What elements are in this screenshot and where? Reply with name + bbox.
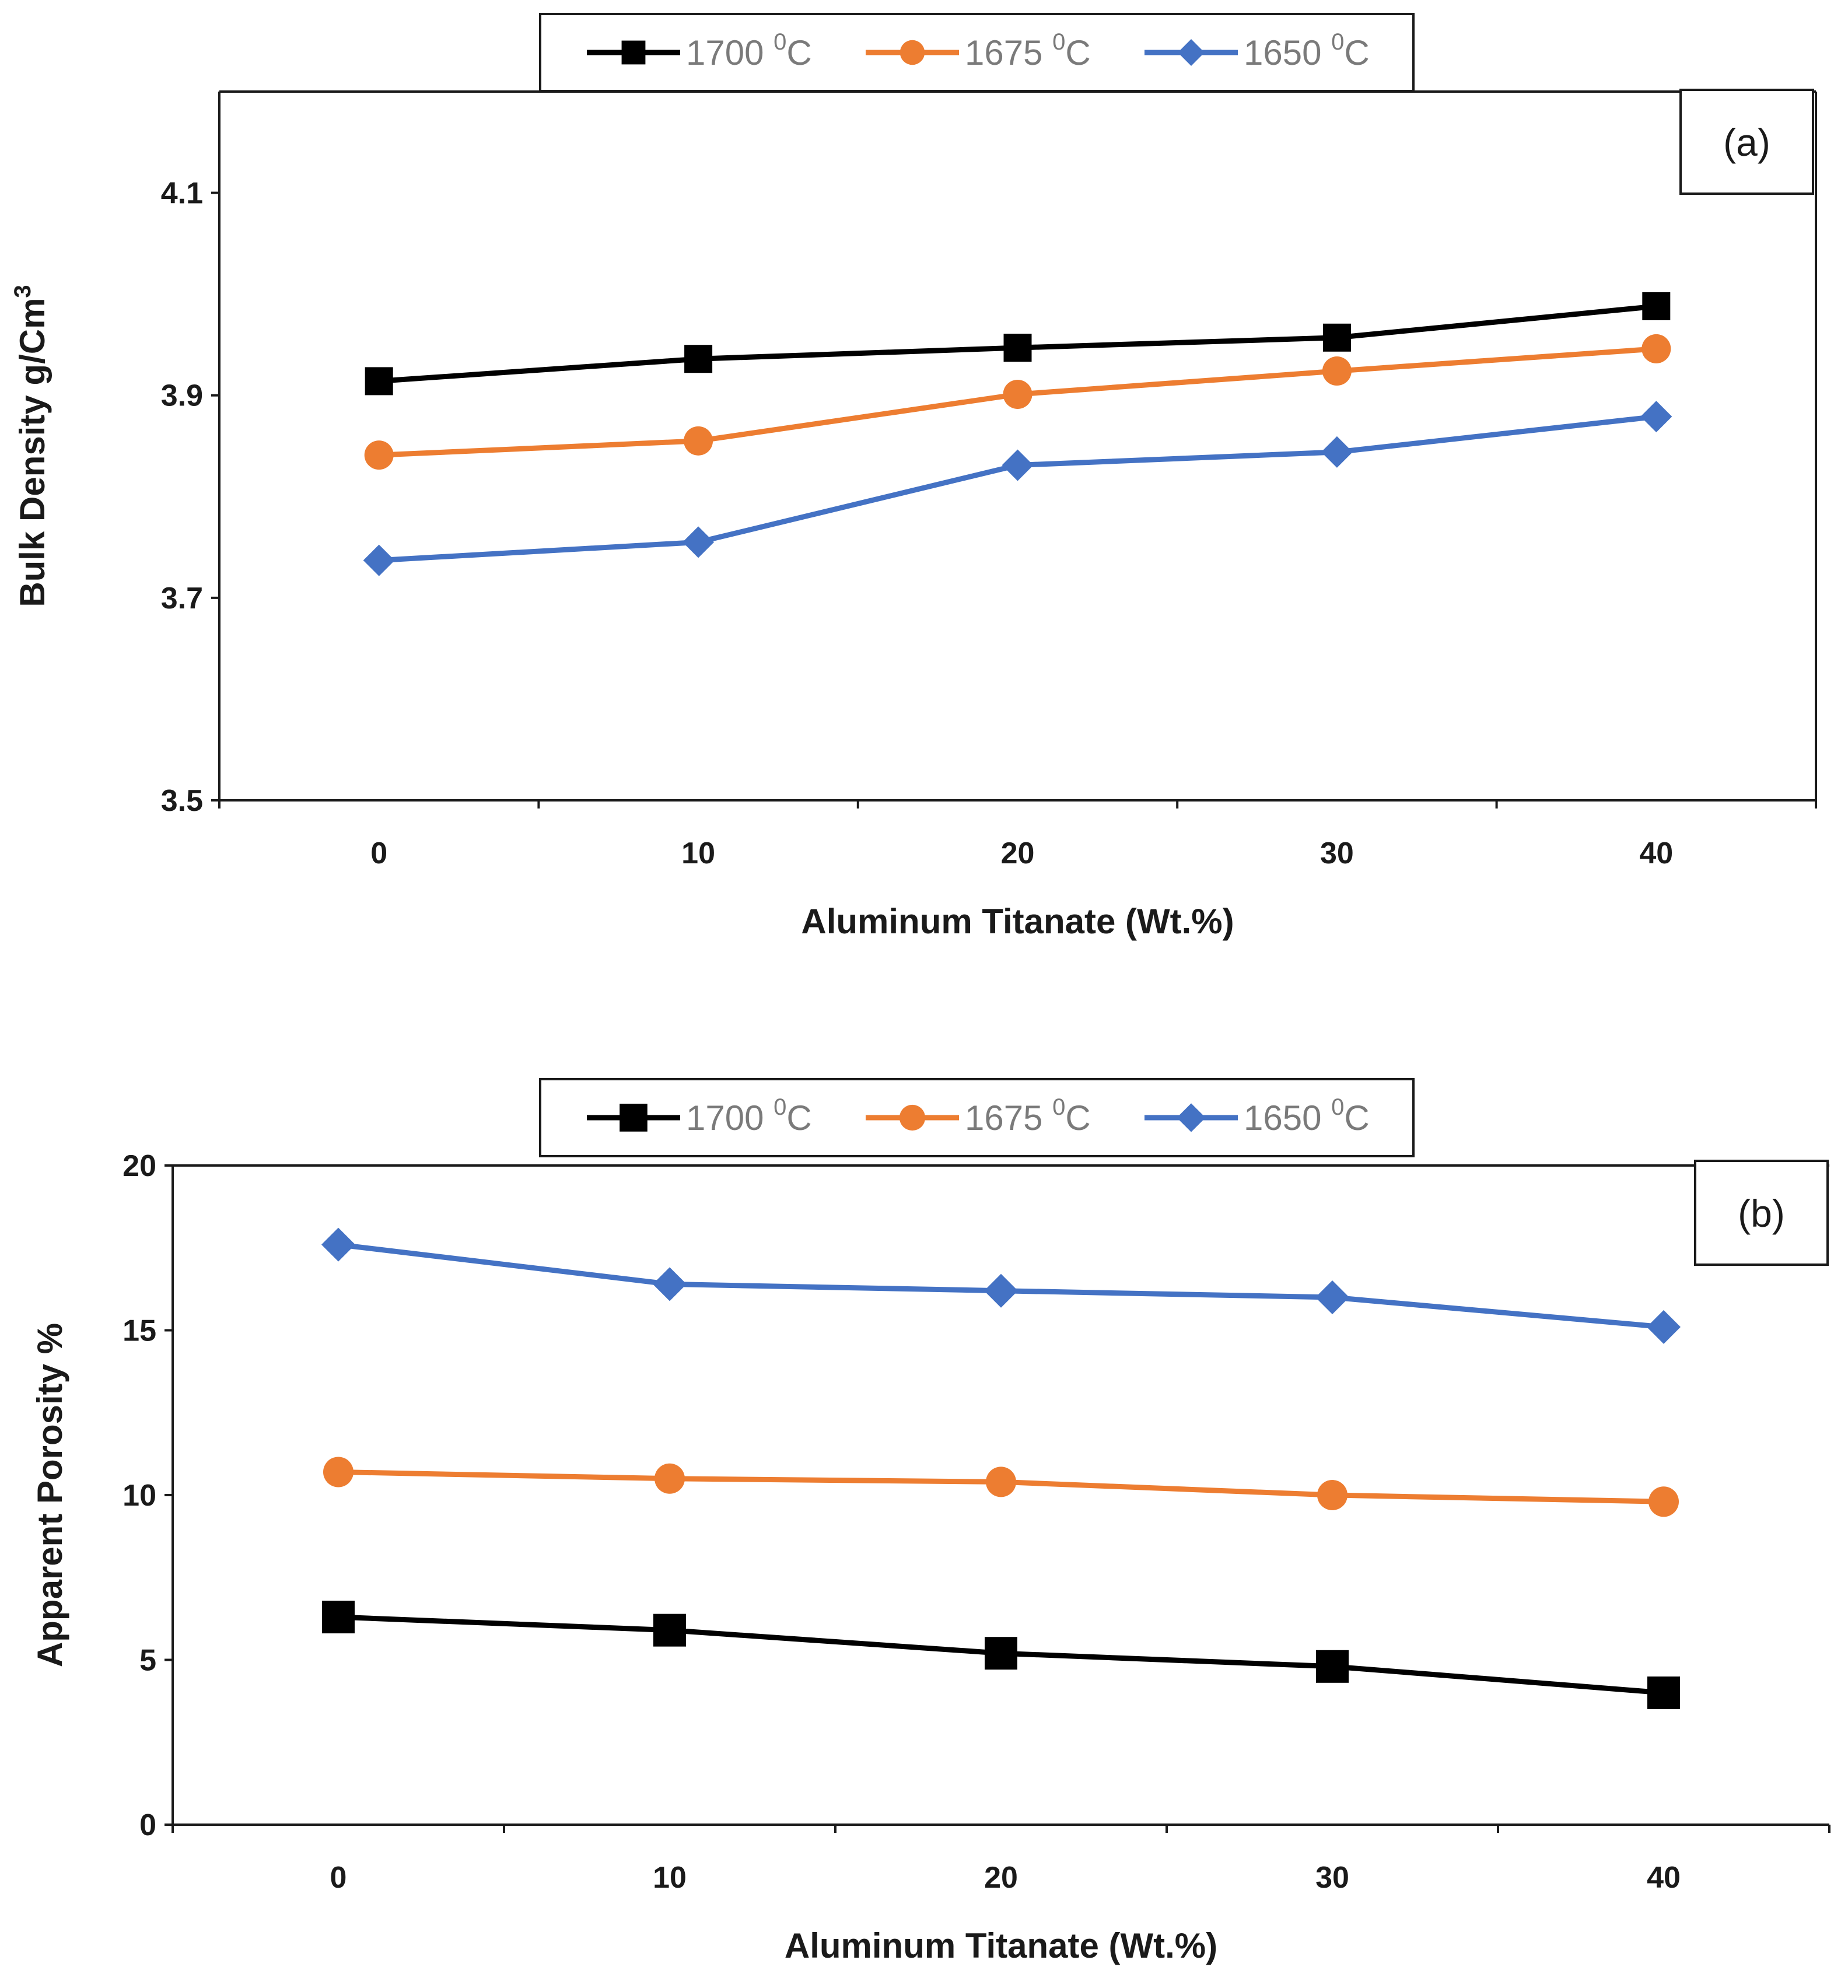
panel-label: (a) (1723, 121, 1770, 164)
legend-label-value: 1675 (965, 1098, 1052, 1138)
legend-label-unit: C (786, 33, 811, 72)
data-point-1675 (1317, 1480, 1348, 1510)
data-point-1650 (1640, 401, 1672, 433)
x-tick-label: 10 (653, 1861, 687, 1895)
data-point-1650 (1315, 1280, 1349, 1314)
y-tick-label: 0 (139, 1808, 156, 1842)
legend-label-superscript: 0 (1052, 29, 1065, 55)
data-point-1650 (1647, 1310, 1681, 1344)
legend-label-value: 1700 (686, 1098, 774, 1138)
legend-label-value: 1700 (686, 33, 774, 72)
legend-label-1675: 1675 0C (965, 29, 1091, 72)
data-point-1700 (322, 1601, 355, 1634)
data-point-1700 (1642, 292, 1671, 320)
x-tick-label: 0 (330, 1861, 347, 1895)
data-point-1700 (1316, 1650, 1349, 1683)
legend-label-1700: 1700 0C (686, 29, 812, 72)
legend-label-value: 1650 (1244, 33, 1331, 72)
legend-label-superscript: 0 (1331, 29, 1344, 55)
legend-label-value: 1675 (965, 33, 1052, 72)
y-tick-label: 3.9 (161, 379, 203, 413)
legend-label-1700: 1700 0C (686, 1094, 812, 1138)
data-point-1650 (321, 1227, 355, 1262)
legend-label-value: 1650 (1244, 1098, 1331, 1138)
x-tick-label: 20 (1001, 836, 1035, 870)
data-point-1675 (1003, 379, 1032, 409)
data-point-1675 (364, 440, 394, 470)
y-tick-label: 4.1 (161, 177, 203, 211)
legend-label-1650: 1650 0C (1244, 29, 1370, 72)
data-point-1650 (1321, 436, 1353, 468)
legend-label-unit: C (1344, 1098, 1369, 1138)
y-tick-label: 15 (123, 1314, 156, 1348)
legend-marker-1675 (899, 1104, 926, 1131)
y-tick-label: 10 (123, 1479, 156, 1513)
legend-box (539, 1078, 1415, 1157)
data-point-1700 (365, 367, 393, 396)
legend-marker-1675 (900, 40, 925, 65)
x-tick-label: 20 (984, 1861, 1018, 1895)
y-axis-title-text: Bulk Density g/Cm (13, 298, 52, 607)
legend-marker-1700 (620, 1104, 648, 1132)
data-point-1700 (1322, 323, 1351, 352)
data-point-1675 (1642, 334, 1671, 363)
y-tick-label: 3.7 (161, 582, 203, 615)
data-point-1650 (653, 1267, 687, 1301)
legend-label-unit: C (786, 1098, 811, 1138)
legend-label-unit: C (1065, 33, 1090, 72)
data-point-1675 (654, 1463, 685, 1494)
panel-label-box (1694, 1160, 1829, 1266)
legend-box (539, 13, 1415, 92)
data-point-1700 (684, 345, 713, 373)
y-tick-label: 20 (123, 1149, 156, 1183)
data-point-1675 (684, 426, 713, 456)
y-tick-label: 5 (139, 1644, 156, 1678)
x-tick-label: 30 (1315, 1861, 1349, 1895)
panel-label-box (1679, 89, 1814, 195)
y-axis-title-text: Apparent Porosity % (30, 1323, 69, 1667)
y-axis-title: Bulk Density g/Cm3 (10, 285, 52, 607)
legend-marker-1650 (1178, 39, 1205, 66)
x-tick-label: 10 (681, 836, 715, 870)
y-axis-title-superscript: 3 (10, 285, 36, 298)
data-point-1675 (1322, 356, 1352, 386)
legend-label-superscript: 0 (774, 29, 786, 55)
data-point-1650 (1002, 449, 1034, 481)
x-axis-title: Aluminum Titanate (Wt.%) (801, 902, 1234, 941)
y-tick-label: 3.5 (161, 784, 203, 818)
legend-label-1675: 1675 0C (965, 1094, 1091, 1138)
x-tick-label: 40 (1647, 1861, 1681, 1895)
data-point-1675 (986, 1466, 1016, 1497)
legend-label-superscript: 0 (1052, 1094, 1065, 1120)
series-line-1650 (379, 414, 1657, 564)
x-tick-label: 40 (1639, 836, 1673, 870)
legend-label-1650: 1650 0C (1244, 1094, 1370, 1138)
chart-panel-b: 0 5 10 15 20 0 10 20 30 40 Aluminum Titanate (Wt.%… (30, 1078, 1831, 1965)
panel-label: (b) (1738, 1192, 1785, 1235)
data-point-1700 (653, 1614, 686, 1647)
legend-label-unit: C (1344, 33, 1369, 72)
legend-label-superscript: 0 (1331, 1094, 1344, 1120)
data-point-1700 (1003, 334, 1032, 362)
y-axis-title: Apparent Porosity % (30, 1323, 69, 1667)
data-point-1675 (1648, 1486, 1679, 1517)
legend-label-unit: C (1065, 1098, 1090, 1138)
legend-label-superscript: 0 (774, 1094, 786, 1120)
legend-marker-1700 (621, 40, 646, 65)
data-point-1650 (682, 526, 715, 558)
x-axis-title: Aluminum Titanate (Wt.%) (785, 1926, 1217, 1965)
legend-marker-1650 (1177, 1103, 1206, 1132)
data-point-1650 (363, 544, 395, 576)
data-point-1675 (323, 1457, 354, 1488)
data-point-1700 (1647, 1676, 1680, 1709)
x-tick-label: 30 (1320, 836, 1354, 870)
x-tick-label: 0 (370, 836, 387, 870)
data-point-1650 (984, 1273, 1018, 1308)
data-point-1700 (985, 1637, 1017, 1670)
